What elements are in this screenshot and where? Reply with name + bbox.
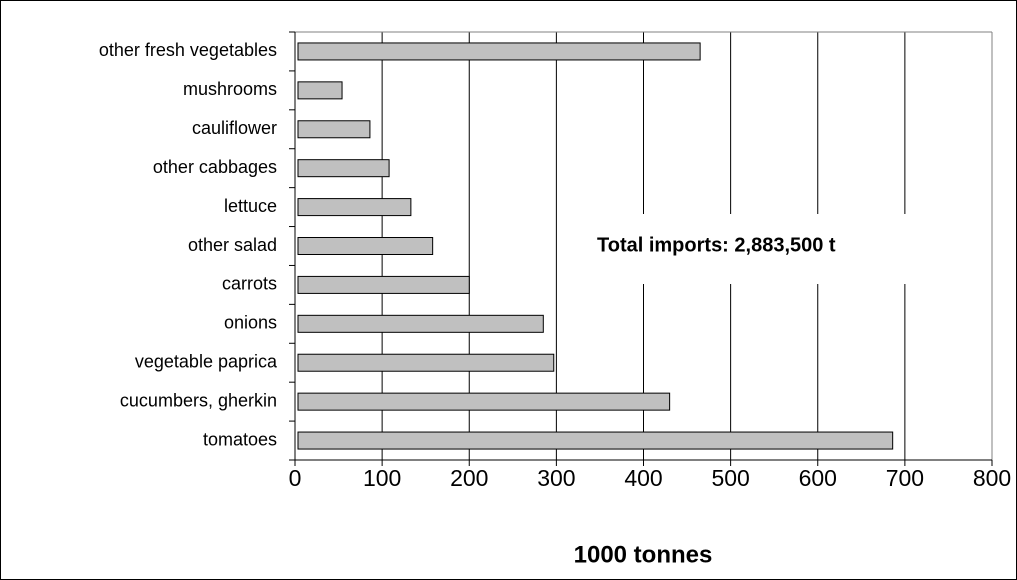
x-tick-label: 400	[624, 465, 662, 491]
y-tick-label: tomatoes	[203, 429, 277, 449]
y-tick-label: other salad	[188, 235, 277, 255]
annotation-bg	[585, 214, 990, 284]
y-tick-label: carrots	[222, 274, 277, 294]
y-tick-label: lettuce	[224, 196, 277, 216]
y-tick-label: cucumbers, gherkin	[120, 390, 277, 410]
bar	[297, 159, 390, 178]
x-tick-label: 800	[973, 465, 1011, 491]
bar	[297, 81, 343, 100]
y-tick-label: other cabbages	[153, 157, 277, 177]
bar	[297, 198, 412, 217]
bar	[297, 392, 671, 411]
x-tick-label: 0	[289, 465, 302, 491]
x-tick-label: 200	[450, 465, 488, 491]
bar	[297, 431, 894, 450]
y-tick-label: other fresh vegetables	[99, 40, 277, 60]
x-tick-label: 300	[537, 465, 575, 491]
bar	[297, 237, 434, 255]
x-tick-label: 600	[799, 465, 837, 491]
bar	[297, 353, 555, 372]
bar	[297, 120, 371, 139]
x-tick-label: 100	[363, 465, 401, 491]
bar	[297, 42, 701, 61]
bar	[297, 314, 544, 333]
y-tick-label: mushrooms	[183, 79, 277, 99]
annotation: Total imports: 2,883,500 t	[597, 234, 836, 256]
x-tick-label: 700	[886, 465, 924, 491]
bar	[297, 275, 470, 294]
y-tick-label: onions	[224, 313, 277, 333]
x-tick-label: 500	[711, 465, 749, 491]
y-tick-label: cauliflower	[192, 118, 277, 138]
x-axis-title: 1000 tonnes	[574, 541, 713, 568]
y-tick-label: vegetable paprica	[135, 351, 278, 371]
